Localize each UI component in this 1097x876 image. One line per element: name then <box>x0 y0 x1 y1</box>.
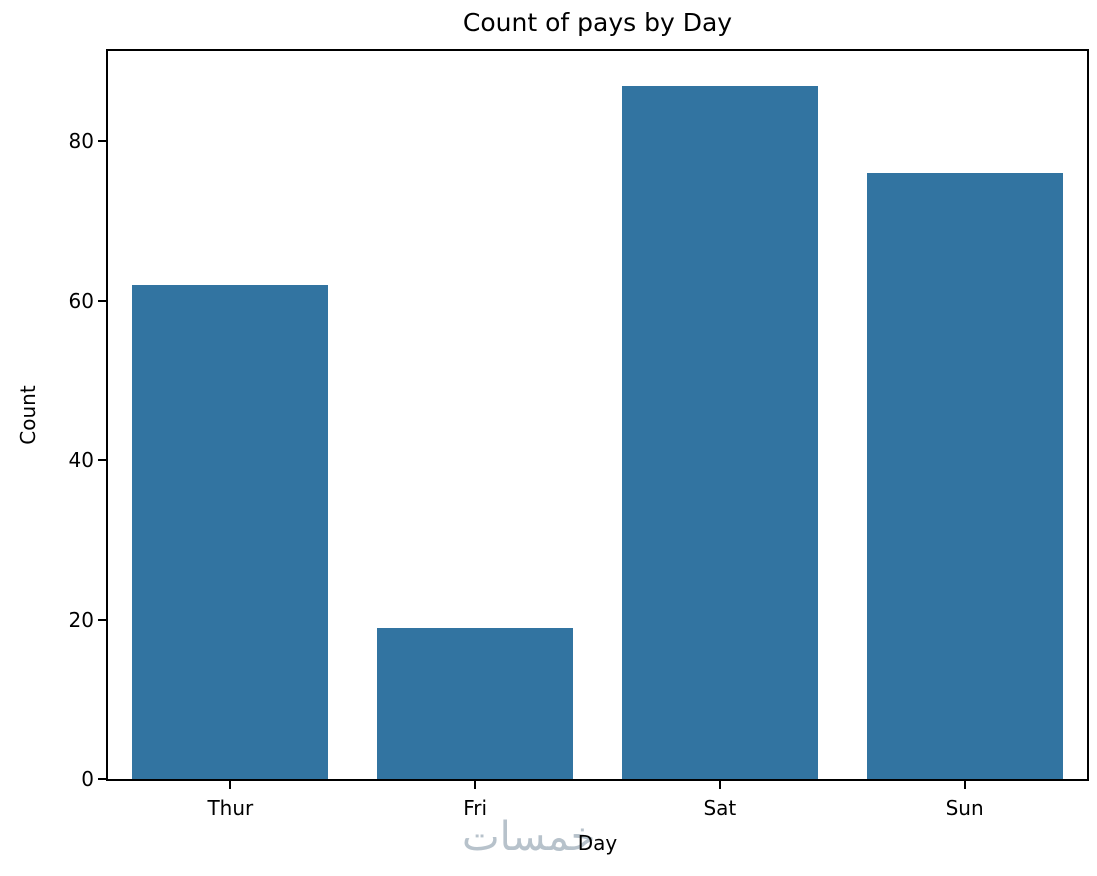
x-axis-label: Day <box>577 831 618 855</box>
x-tick-label-thur: Thur <box>207 796 254 820</box>
watermark: خمسات <box>462 814 596 860</box>
y-axis-label: Count <box>16 385 40 445</box>
bar-fri <box>377 627 574 779</box>
y-tick-label-60: 60 <box>68 288 94 313</box>
bar-sat <box>621 85 818 779</box>
y-tick-mark-40 <box>98 459 106 462</box>
x-tick-mark-sat <box>718 781 721 789</box>
y-tick-label-40: 40 <box>68 448 94 473</box>
x-tick-mark-fri <box>474 781 477 789</box>
x-tick-mark-sun <box>963 781 966 789</box>
chart-title: Count of pays by Day <box>462 8 733 37</box>
y-tick-label-20: 20 <box>68 607 94 632</box>
bar-thur <box>132 284 329 779</box>
y-tick-label-0: 0 <box>81 767 94 791</box>
x-tick-label-sat: Sat <box>703 796 737 820</box>
plot-area <box>106 49 1089 781</box>
y-tick-mark-20 <box>98 618 106 621</box>
y-tick-label-80: 80 <box>68 129 94 154</box>
y-tick-mark-0 <box>98 778 106 780</box>
x-tick-label-sun: Sun <box>945 796 984 820</box>
y-tick-mark-80 <box>98 140 106 143</box>
x-tick-mark-thur <box>229 781 232 789</box>
x-tick-label-fri: Fri <box>463 796 488 820</box>
bar-sun <box>866 173 1063 779</box>
y-tick-mark-60 <box>98 299 106 302</box>
